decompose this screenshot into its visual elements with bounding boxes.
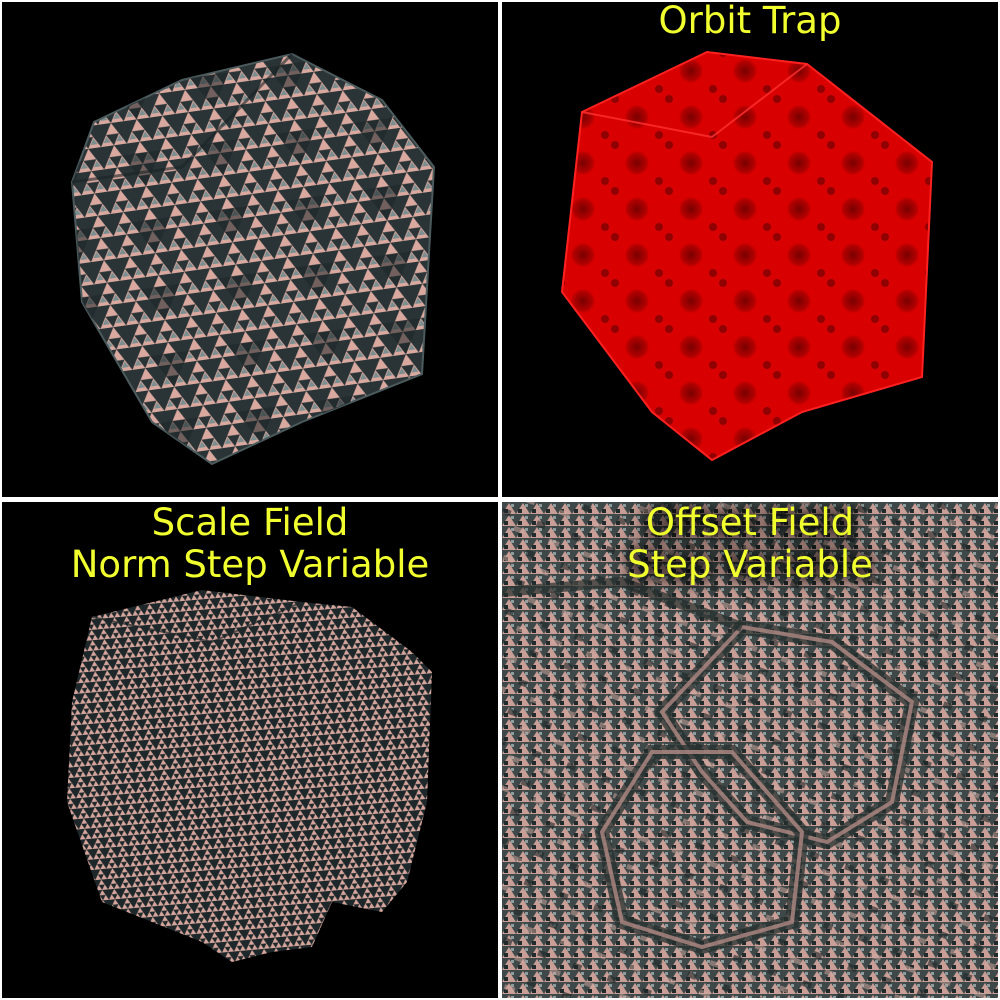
caption-line: Step Variable	[627, 543, 873, 586]
fractal-panel-plain	[2, 2, 498, 497]
offset-field-fractal-render	[502, 502, 998, 998]
fractal-panel-scale-field: Scale Field Norm Step Variable	[2, 502, 498, 998]
caption-line: Offset Field	[645, 502, 855, 544]
fractal-panel-offset-field: Offset Field Step Variable	[502, 502, 998, 998]
caption-scale-field: Scale Field Norm Step Variable	[2, 502, 498, 586]
icosahedron-fractal-render	[70, 52, 436, 466]
scale-field-fractal-render	[67, 590, 432, 962]
caption-line: Norm Step Variable	[70, 543, 430, 586]
caption-line: Scale Field	[151, 502, 349, 544]
caption-orbit-trap: Orbit Trap	[502, 2, 998, 42]
fractal-panel-orbit-trap: Orbit Trap	[502, 2, 998, 497]
caption-offset-field: Offset Field Step Variable	[502, 502, 998, 586]
caption-line: Orbit Trap	[658, 2, 842, 42]
orbit-trap-fractal-render	[560, 50, 934, 462]
